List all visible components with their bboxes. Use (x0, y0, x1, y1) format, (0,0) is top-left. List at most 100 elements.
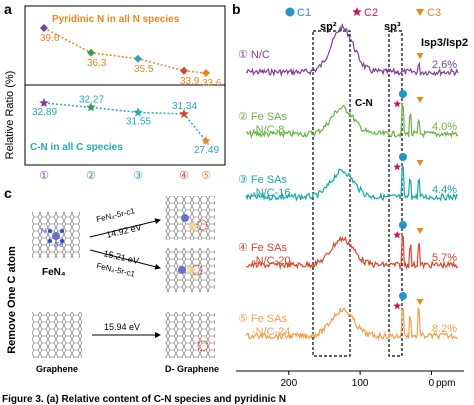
spectrum-label: ⑤ Fe SAs (238, 313, 287, 325)
data-point-marker (134, 54, 142, 63)
spectrum-ratio: 5.7% (432, 252, 457, 264)
sp3-label: sp³ (384, 21, 401, 33)
d-graphene-label: D- Graphene (165, 364, 219, 374)
peak-marker-c2 (393, 163, 401, 171)
data-point-marker (180, 66, 188, 75)
fe-atom (181, 214, 189, 222)
peak-marker-c2 (393, 302, 401, 310)
fen4-label: FeN₄ (42, 267, 66, 278)
peak-marker-c1 (398, 90, 407, 98)
arrow-3-top-label: 15.94 eV (104, 322, 140, 332)
spectrum-label: ② Fe SAs (238, 111, 287, 123)
graphene-structure (32, 312, 82, 358)
data-label: 31.34 (172, 101, 197, 112)
defect-highlight (189, 223, 197, 231)
spectrum-sublabel: -N/C-24 (252, 326, 291, 338)
data-point-marker (202, 69, 210, 77)
defect-highlight (187, 266, 195, 274)
peak-marker-c1 (398, 221, 407, 229)
peak-marker-c3 (416, 97, 424, 103)
spectrum-ratio: 2.6% (432, 59, 457, 71)
data-label: 35.5 (134, 64, 154, 75)
series-line (43, 102, 207, 142)
data-label: 31.55 (126, 116, 151, 127)
peak-marker-c3 (416, 299, 424, 305)
panel-b-label: b (232, 1, 241, 17)
spectrum-label: ③ Fe SAs (238, 174, 287, 186)
peak-marker-c3 (416, 160, 424, 166)
data-label: 32.89 (32, 107, 57, 118)
spectrum-sublabel: -N/C-8 (252, 124, 284, 136)
data-point-marker (40, 24, 48, 32)
panel-a-series: 39.6 36.3 35.5 33.9 33.6 32.89 32.27 31.55 31.34… (32, 24, 222, 156)
data-point-marker (86, 102, 96, 112)
figure-caption: Figure 3. (a) Relative content of C-N sp… (2, 394, 286, 405)
x-tick-label: 0 (429, 378, 435, 389)
data-point-marker (39, 98, 49, 107)
fen4-defect-1-structure (165, 196, 215, 240)
legend-marker-c1 (285, 7, 295, 17)
x-tick-label: ② (86, 170, 96, 182)
series-cn-label: C-N in all C species (30, 142, 123, 153)
panel-b-x-ticks: 200 100 0 (280, 371, 435, 389)
n-atom (59, 228, 65, 234)
panel-b-legend: C1 C2 C3 (285, 7, 441, 19)
x-tick-label: 200 (280, 378, 297, 389)
legend-label: C1 (297, 7, 311, 19)
spectrum-line (245, 23, 459, 78)
d-graphene-structure (165, 312, 215, 358)
data-label: 36.3 (87, 58, 107, 69)
data-point-marker (133, 107, 143, 117)
vacancy-marker (196, 219, 208, 231)
n-atom-label: N (41, 228, 46, 235)
peak-marker-c1 (398, 292, 407, 300)
data-point-marker (179, 108, 189, 118)
panel-a-ylabel: Relative Ratio (%) (4, 71, 16, 160)
peak-marker-c2 (393, 231, 401, 239)
spectrum-ratio: 4.4% (432, 184, 457, 196)
panel-a-label: a (4, 1, 12, 17)
peak-marker-c2 (393, 100, 401, 108)
x-tick-label: ⑤ (201, 170, 211, 182)
x-tick-label: 100 (352, 378, 369, 389)
spectrum-line (245, 165, 458, 202)
fe-atom (52, 232, 60, 240)
spectrum-line (245, 307, 459, 342)
arrow-1 (89, 218, 161, 238)
legend-marker-c3 (416, 9, 424, 16)
legend-label: C3 (427, 7, 441, 19)
arrow-1-top-label: FeN₄-5r-c1 (95, 206, 136, 224)
x-tick-label: ④ (179, 170, 189, 182)
x-tick-label: ③ (133, 170, 143, 182)
spectrum-sublabel: -N/C-16 (252, 187, 291, 199)
series-line (43, 27, 207, 74)
peak-marker-c3 (416, 228, 424, 234)
spectrum-ratio: 4.0% (432, 121, 457, 133)
graphene-label: Graphene (36, 364, 78, 374)
panel-b-xlabel: ppm (436, 378, 455, 389)
vacancy-marker (197, 340, 209, 352)
arrow-1-bottom-label: 14.92 eV (105, 222, 142, 240)
data-label: 27.49 (194, 145, 219, 156)
peak-marker-c3 (416, 53, 424, 59)
data-label: 39.6 (40, 33, 60, 44)
x-tick-label: ① (39, 170, 49, 182)
panel-c-side-label: Remove One C atom (6, 246, 18, 354)
panel-b-spectra: ① N/C2.6%② Fe SAs-N/C-8 4.0%③ Fe SAs-N/C-… (238, 23, 459, 342)
n-atom (59, 238, 65, 244)
spectrum-line (245, 233, 459, 271)
data-point-marker (201, 136, 211, 145)
data-label: 33.6 (202, 78, 222, 89)
legend-label: C2 (364, 7, 378, 19)
legend-marker-c2 (352, 7, 362, 16)
fe-atom (178, 266, 186, 274)
spectrum-sublabel: -N/C-20 (252, 255, 291, 267)
n-atom (47, 228, 53, 234)
data-label: 32.27 (79, 94, 104, 105)
peak-marker-c1 (398, 153, 407, 161)
fe-atom-label: Fe (55, 242, 63, 249)
arrow-2 (89, 249, 161, 270)
sp2-label: sp² (320, 21, 337, 33)
